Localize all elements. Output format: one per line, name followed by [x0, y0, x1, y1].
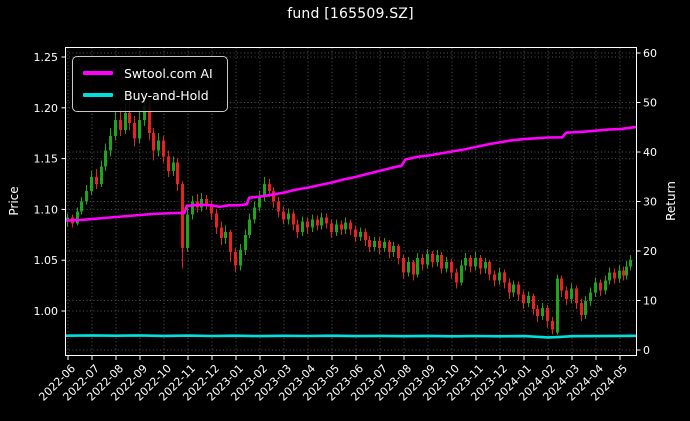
tick-label: 1.20 — [34, 102, 59, 115]
tick-label: 0 — [643, 344, 650, 357]
ai-line-swatch-icon — [83, 71, 113, 75]
tick-label: 20 — [643, 245, 657, 258]
price-axis-label: Price — [7, 186, 21, 216]
tick-label: 30 — [643, 196, 657, 209]
candlestick-layer — [66, 94, 632, 335]
legend-label-ai: Swtool.com AI — [124, 65, 213, 81]
return-axis-label: Return — [664, 181, 678, 221]
tick-label: 40 — [643, 146, 657, 159]
legend: Swtool.com AI Buy-and-Hold — [72, 56, 228, 112]
tick-label: 1.15 — [34, 153, 59, 166]
tick-label: 1.00 — [34, 305, 59, 318]
series-layer — [64, 125, 637, 339]
chart-title: fund [165509.SZ] — [287, 6, 414, 22]
legend-item-ai: Swtool.com AI — [83, 62, 213, 84]
tick-label: 10 — [643, 295, 657, 308]
tick-label: 1.10 — [34, 203, 59, 216]
buyhold-line-swatch-icon — [83, 93, 113, 97]
tick-label: 1.25 — [34, 51, 59, 64]
legend-item-buyhold: Buy-and-Hold — [83, 84, 213, 106]
legend-label-buyhold: Buy-and-Hold — [124, 87, 209, 103]
tick-label: 60 — [643, 47, 657, 60]
tick-label: 1.05 — [34, 254, 59, 267]
tick-label: 50 — [643, 97, 657, 110]
